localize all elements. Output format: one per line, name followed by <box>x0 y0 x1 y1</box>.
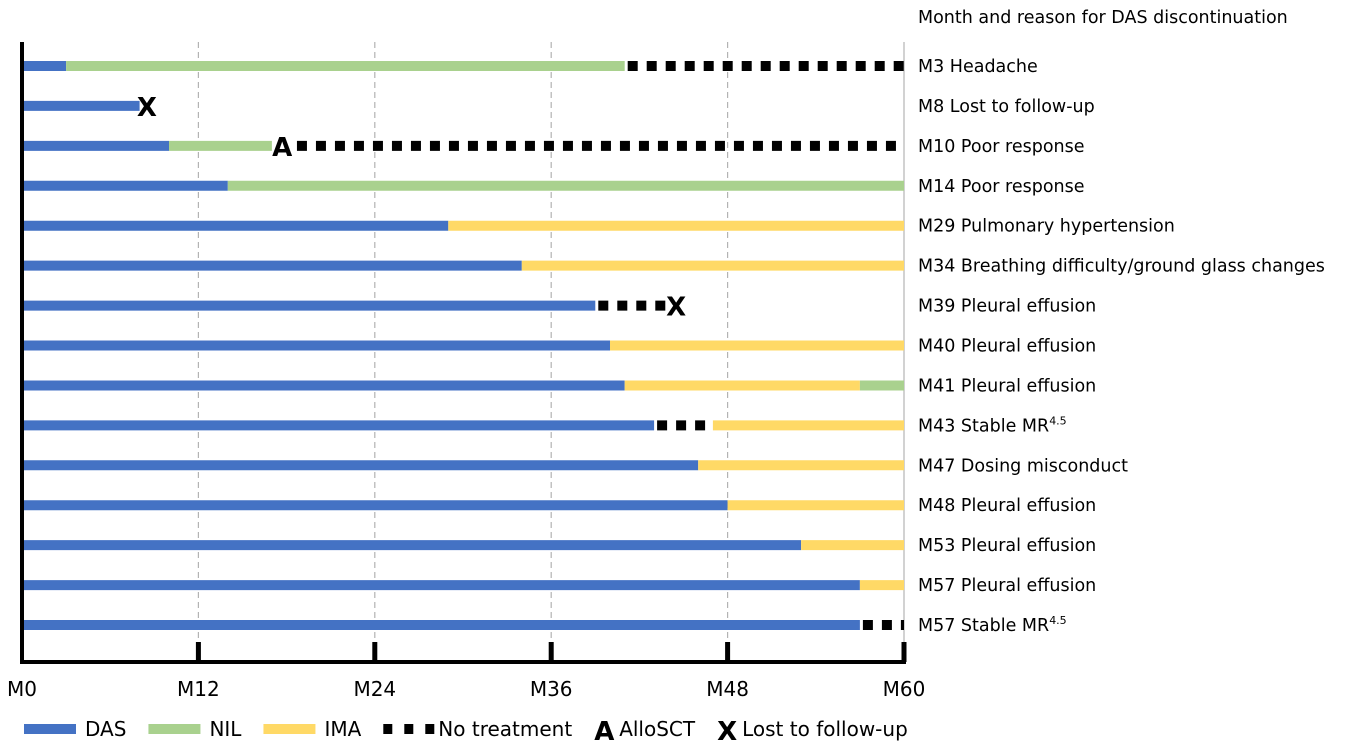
marker-X-6: X <box>666 293 686 323</box>
patient-label-sup-14: 4.5 <box>1049 614 1067 627</box>
x-tick-label-M0: M0 <box>7 677 37 701</box>
patient-label-6: M39 Pleural effusion <box>918 297 1096 317</box>
x-tick-label-M12: M12 <box>177 677 220 701</box>
x-tick-label-M48: M48 <box>706 677 749 701</box>
x-tick-label-M24: M24 <box>353 677 396 701</box>
patient-label-14: M57 Stable MR4.5 <box>918 614 1067 636</box>
legend-label-x: Lost to follow-up <box>742 717 908 741</box>
grid-lines <box>197 42 905 662</box>
legend-label-nil: NIL <box>209 717 242 741</box>
patient-label-3: M14 Poor response <box>918 177 1085 197</box>
marker-X-1: X <box>137 93 157 123</box>
chart-header: Month and reason for DAS discontinuation <box>918 8 1288 28</box>
patient-label-12: M53 Pleural effusion <box>918 536 1096 556</box>
patient-label-13: M57 Pleural effusion <box>918 576 1096 596</box>
patient-label-2: M10 Poor response <box>918 137 1085 157</box>
patient-label-1: M8 Lost to follow-up <box>918 97 1095 117</box>
legend-label-ima: IMA <box>324 717 361 741</box>
marker-A-2: A <box>272 133 292 163</box>
legend-label-none: No treatment <box>438 717 572 741</box>
patient-label-11: M48 Pleural effusion <box>918 496 1096 516</box>
patient-label-sup-9: 4.5 <box>1049 414 1067 427</box>
patient-label-8: M41 Pleural effusion <box>918 376 1096 396</box>
x-tick-label-M36: M36 <box>530 677 573 701</box>
patient-label-7: M40 Pleural effusion <box>918 337 1096 357</box>
legend-label-a: AlloSCT <box>619 717 696 741</box>
legend-label-das: DAS <box>85 717 126 741</box>
legend-symbol-a: A <box>594 717 614 742</box>
patient-label-4: M29 Pulmonary hypertension <box>918 217 1175 237</box>
patient-label-0: M3 Headache <box>918 57 1038 77</box>
patient-label-10: M47 Dosing misconduct <box>918 456 1128 476</box>
axes: M0 M12 M24 M36 M48 M60 <box>7 42 925 701</box>
patient-bars: X A X <box>22 61 904 631</box>
patient-label-5: M34 Breathing difficulty/ground glass ch… <box>918 257 1325 277</box>
x-tick-label-M60: M60 <box>883 677 926 701</box>
legend-symbol-x: X <box>717 717 737 742</box>
patient-label-9: M43 Stable MR4.5 <box>918 414 1067 436</box>
legend: DAS NIL IMA No treatment A AlloSCT X Lost to fo… <box>24 717 908 742</box>
patient-labels: M3 Headache M8 Lost to follow-up M10 Poor … <box>918 57 1325 636</box>
